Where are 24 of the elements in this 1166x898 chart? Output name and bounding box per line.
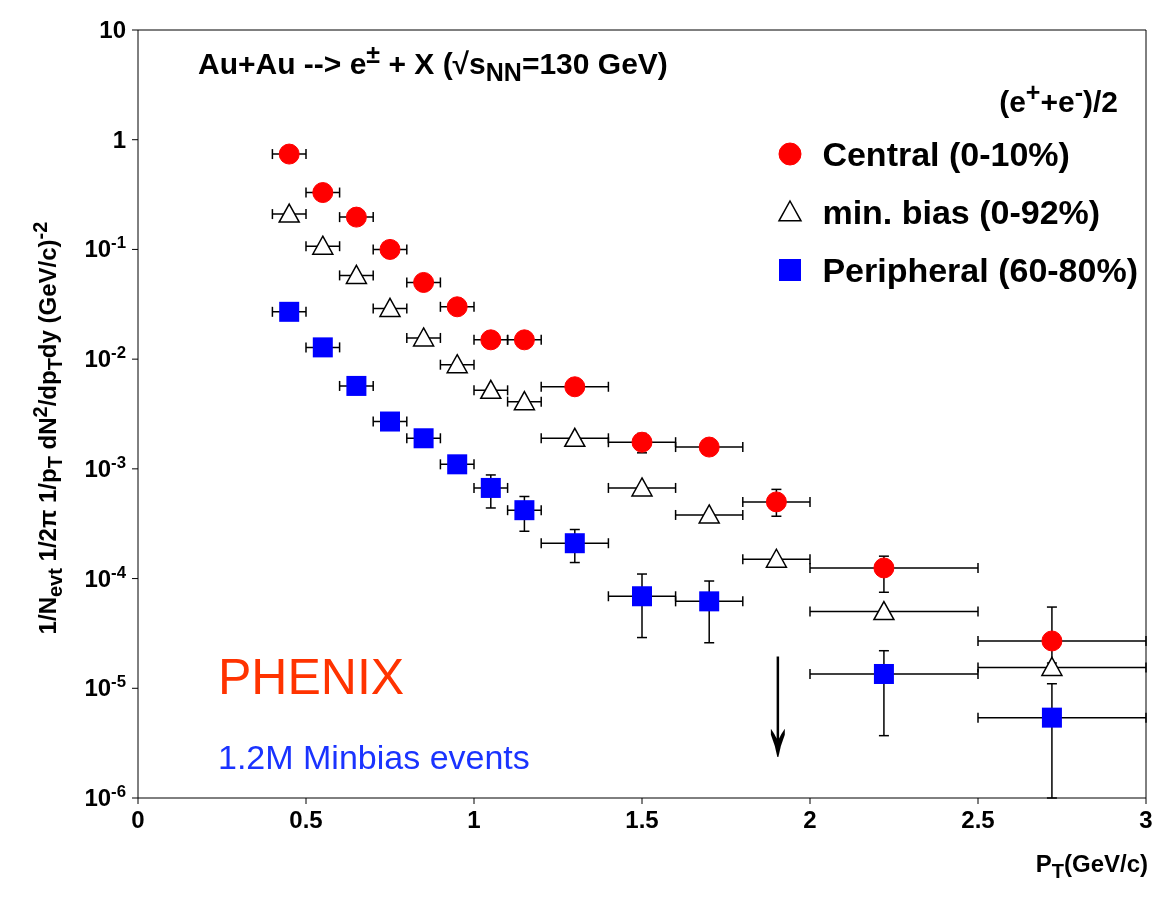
y-tick-label: 10$^{-6}$ xyxy=(84,781,126,811)
legend-label: Peripheral (60-80%) xyxy=(822,250,1138,290)
text: Au+Au --> e$^{±}$ + X (√s$_{NN}$=130 GeV) xyxy=(198,40,668,87)
y-tick-label: 10$^{-2}$ xyxy=(84,342,126,373)
x-tick-label: 2.5 xyxy=(961,806,995,833)
x-tick-label: 0 xyxy=(131,806,145,833)
y-tick-label: 10$^{-4}$ xyxy=(84,562,127,592)
y-tick-label: 10$^{-3}$ xyxy=(84,452,126,482)
x-tick-label: 3 xyxy=(1139,806,1153,833)
x-tick-label: 0.5 xyxy=(289,806,323,833)
y-tick-label: 10$^{-5}$ xyxy=(84,671,126,702)
annotation: ↓ xyxy=(763,598,793,788)
legend-title: (e$^{+}$+e$^{-}$)/2 xyxy=(998,78,1118,119)
y-tick-label: 1 xyxy=(112,125,126,153)
y-tick-label: 10 xyxy=(99,16,126,43)
annotation: PHENIX xyxy=(218,648,405,706)
x-tick-label: 2 xyxy=(803,806,817,833)
y-tick-label: 10$^{-1}$ xyxy=(84,232,126,263)
x-tick-label: 1.5 xyxy=(625,806,659,833)
legend-label: Central (0-10%) xyxy=(822,134,1070,174)
legend-label: min. bias (0-92%) xyxy=(822,192,1101,232)
annotation: 1.2M Minbias events xyxy=(218,738,530,777)
x-axis-title: P$_{T}$(GeV/c) xyxy=(1035,850,1148,883)
x-tick-label: 1 xyxy=(467,806,481,833)
